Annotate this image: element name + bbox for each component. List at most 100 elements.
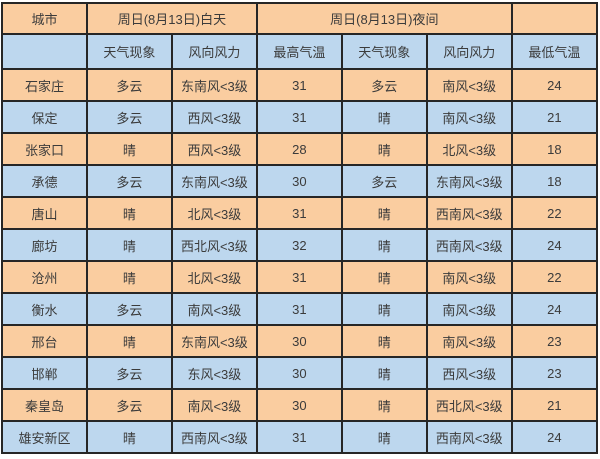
night-wind-cell: 西南风<3级 bbox=[425, 420, 513, 454]
day-wind-cell: 西南风<3级 bbox=[170, 420, 258, 454]
low-temp-cell: 18 bbox=[510, 164, 599, 198]
night-wind-cell: 南风<3级 bbox=[425, 68, 513, 102]
low-temp-cell: 23 bbox=[510, 324, 599, 358]
high-temp-cell: 28 bbox=[255, 132, 343, 166]
night-weather-cell: 晴 bbox=[340, 100, 428, 134]
city-cell: 廊坊 bbox=[1, 228, 88, 262]
city-cell: 邯郸 bbox=[1, 356, 88, 390]
day-wind-cell: 东南风<3级 bbox=[170, 68, 258, 102]
day-wind-cell: 南风<3级 bbox=[170, 388, 258, 422]
high-temp-cell: 31 bbox=[255, 196, 343, 230]
day-weather-cell: 晴 bbox=[85, 196, 173, 230]
table-row: 雄安新区 晴 西南风<3级 31 晴 西南风<3级 24 bbox=[1, 420, 599, 454]
night-weather-cell: 晴 bbox=[340, 132, 428, 166]
header-day-group: 周日(8月13日)白天 bbox=[85, 2, 258, 35]
table-row: 张家口 晴 西风<3级 28 晴 北风<3级 18 bbox=[1, 132, 599, 166]
table-row: 邯郸 多云 东风<3级 30 晴 西风<3级 23 bbox=[1, 356, 599, 390]
night-weather-cell: 晴 bbox=[340, 260, 428, 294]
night-weather-cell: 晴 bbox=[340, 324, 428, 358]
header-day-wind: 风向风力 bbox=[170, 33, 258, 70]
day-weather-cell: 晴 bbox=[85, 324, 173, 358]
header-night-wind: 风向风力 bbox=[425, 33, 513, 70]
low-temp-cell: 24 bbox=[510, 68, 599, 102]
day-wind-cell: 西北风<3级 bbox=[170, 228, 258, 262]
day-weather-cell: 多云 bbox=[85, 388, 173, 422]
low-temp-cell: 18 bbox=[510, 132, 599, 166]
high-temp-cell: 31 bbox=[255, 420, 343, 454]
high-temp-cell: 32 bbox=[255, 228, 343, 262]
low-temp-cell: 24 bbox=[510, 420, 599, 454]
low-temp-cell: 22 bbox=[510, 260, 599, 294]
header-corner-blank bbox=[510, 2, 599, 35]
day-weather-cell: 多云 bbox=[85, 356, 173, 390]
night-wind-cell: 西风<3级 bbox=[425, 356, 513, 390]
night-weather-cell: 晴 bbox=[340, 356, 428, 390]
night-wind-cell: 南风<3级 bbox=[425, 260, 513, 294]
night-weather-cell: 晴 bbox=[340, 420, 428, 454]
low-temp-cell: 22 bbox=[510, 196, 599, 230]
city-cell: 承德 bbox=[1, 164, 88, 198]
table-row: 保定 多云 西风<3级 31 晴 南风<3级 21 bbox=[1, 100, 599, 134]
night-wind-cell: 南风<3级 bbox=[425, 324, 513, 358]
high-temp-cell: 30 bbox=[255, 324, 343, 358]
day-wind-cell: 西风<3级 bbox=[170, 132, 258, 166]
night-wind-cell: 北风<3级 bbox=[425, 132, 513, 166]
header-night-weather: 天气现象 bbox=[340, 33, 428, 70]
city-cell: 保定 bbox=[1, 100, 88, 134]
day-wind-cell: 东风<3级 bbox=[170, 356, 258, 390]
night-weather-cell: 多云 bbox=[340, 68, 428, 102]
day-weather-cell: 晴 bbox=[85, 260, 173, 294]
day-weather-cell: 多云 bbox=[85, 292, 173, 326]
night-wind-cell: 西北风<3级 bbox=[425, 388, 513, 422]
header-high-temp: 最高气温 bbox=[255, 33, 343, 70]
header-night-group: 周日(8月13日)夜间 bbox=[255, 2, 513, 35]
city-cell: 邢台 bbox=[1, 324, 88, 358]
city-cell: 沧州 bbox=[1, 260, 88, 294]
high-temp-cell: 30 bbox=[255, 164, 343, 198]
city-cell: 石家庄 bbox=[1, 68, 88, 102]
high-temp-cell: 31 bbox=[255, 260, 343, 294]
day-weather-cell: 晴 bbox=[85, 228, 173, 262]
header-blank bbox=[1, 33, 88, 70]
table-row: 邢台 晴 东南风<3级 30 晴 南风<3级 23 bbox=[1, 324, 599, 358]
day-wind-cell: 西风<3级 bbox=[170, 100, 258, 134]
night-wind-cell: 西南风<3级 bbox=[425, 196, 513, 230]
night-wind-cell: 南风<3级 bbox=[425, 100, 513, 134]
night-weather-cell: 晴 bbox=[340, 292, 428, 326]
night-weather-cell: 晴 bbox=[340, 228, 428, 262]
night-wind-cell: 南风<3级 bbox=[425, 292, 513, 326]
night-wind-cell: 西南风<3级 bbox=[425, 228, 513, 262]
header-city: 城市 bbox=[1, 2, 88, 35]
table-row: 沧州 晴 北风<3级 31 晴 南风<3级 22 bbox=[1, 260, 599, 294]
high-temp-cell: 30 bbox=[255, 356, 343, 390]
table-row: 承德 多云 东南风<3级 30 多云 东南风<3级 18 bbox=[1, 164, 599, 198]
header-column-row: 天气现象 风向风力 最高气温 天气现象 风向风力 最低气温 bbox=[1, 33, 599, 70]
table-row: 廊坊 晴 西北风<3级 32 晴 西南风<3级 24 bbox=[1, 228, 599, 262]
table-row: 唐山 晴 北风<3级 31 晴 西南风<3级 22 bbox=[1, 196, 599, 230]
low-temp-cell: 21 bbox=[510, 100, 599, 134]
night-weather-cell: 晴 bbox=[340, 388, 428, 422]
day-wind-cell: 东南风<3级 bbox=[170, 164, 258, 198]
high-temp-cell: 30 bbox=[255, 388, 343, 422]
day-wind-cell: 北风<3级 bbox=[170, 260, 258, 294]
city-cell: 秦皇岛 bbox=[1, 388, 88, 422]
table-row: 秦皇岛 多云 南风<3级 30 晴 西北风<3级 21 bbox=[1, 388, 599, 422]
day-weather-cell: 晴 bbox=[85, 420, 173, 454]
day-weather-cell: 多云 bbox=[85, 100, 173, 134]
high-temp-cell: 31 bbox=[255, 68, 343, 102]
high-temp-cell: 31 bbox=[255, 100, 343, 134]
header-low-temp: 最低气温 bbox=[510, 33, 599, 70]
night-weather-cell: 多云 bbox=[340, 164, 428, 198]
high-temp-cell: 31 bbox=[255, 292, 343, 326]
night-weather-cell: 晴 bbox=[340, 196, 428, 230]
city-cell: 衡水 bbox=[1, 292, 88, 326]
city-cell: 雄安新区 bbox=[1, 420, 88, 454]
day-weather-cell: 多云 bbox=[85, 164, 173, 198]
table-row: 衡水 多云 南风<3级 31 晴 南风<3级 24 bbox=[1, 292, 599, 326]
day-wind-cell: 东南风<3级 bbox=[170, 324, 258, 358]
low-temp-cell: 24 bbox=[510, 292, 599, 326]
header-group-row: 城市 周日(8月13日)白天 周日(8月13日)夜间 bbox=[1, 2, 599, 35]
low-temp-cell: 24 bbox=[510, 228, 599, 262]
day-weather-cell: 多云 bbox=[85, 68, 173, 102]
